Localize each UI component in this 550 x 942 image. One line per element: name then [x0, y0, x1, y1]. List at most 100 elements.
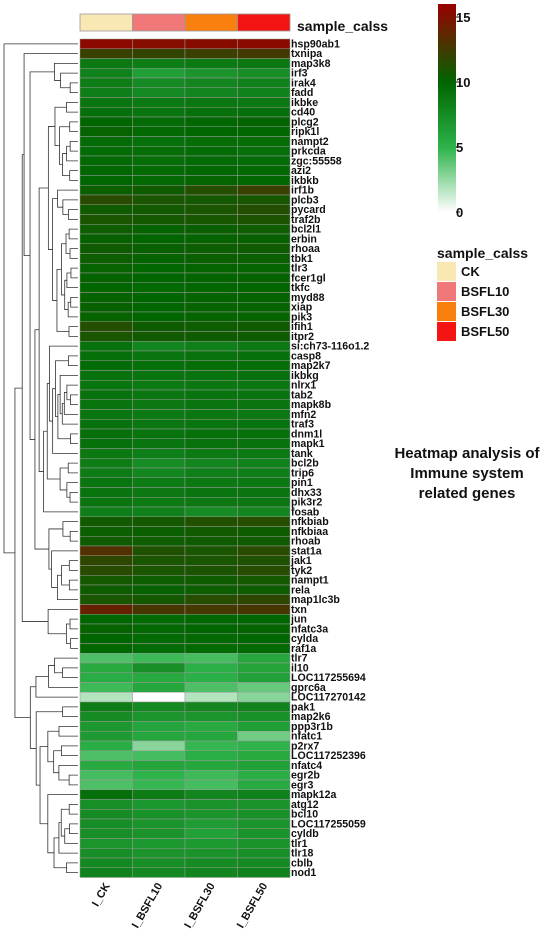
gene-label: mapk12a	[291, 789, 336, 801]
heatmap-cell	[132, 428, 186, 439]
heatmap-cell	[79, 614, 133, 625]
heatmap-cell	[132, 126, 186, 137]
heatmap-cell	[132, 116, 186, 127]
heatmap-cell	[79, 438, 133, 449]
heatmap-cell	[132, 282, 186, 293]
heatmap-cell	[237, 838, 291, 849]
heatmap-cell	[79, 682, 133, 693]
heatmap-cell	[237, 516, 291, 527]
heatmap-cell	[132, 185, 186, 196]
heatmap-cell	[79, 282, 133, 293]
gene-label: trip6	[291, 467, 314, 479]
heatmap-cell	[132, 302, 186, 313]
gene-label: traf3	[291, 419, 314, 431]
dendrogram-branch	[47, 608, 78, 635]
heatmap-cell	[79, 828, 133, 839]
gene-label: xiap	[291, 302, 313, 314]
heatmap-cell	[79, 750, 133, 761]
gene-label: LOC117270142	[291, 692, 366, 704]
gene-label: tank	[291, 448, 313, 460]
dendrogram-branch	[69, 170, 78, 181]
gene-label: txn	[291, 604, 307, 616]
dendrogram-branch	[54, 106, 67, 147]
gene-label: plcg2	[291, 116, 319, 128]
gene-label: ifih1	[291, 321, 313, 333]
gene-label: nampt2	[291, 136, 329, 148]
heatmap-cell	[184, 848, 238, 859]
dendrogram-branch	[66, 101, 78, 113]
heatmap-cell	[184, 302, 238, 313]
gene-label: plcb3	[291, 194, 319, 206]
dendrogram-branch	[35, 676, 78, 698]
heatmap-cell	[184, 380, 238, 391]
heatmap-cell	[184, 58, 238, 69]
heatmap-cell	[237, 146, 291, 157]
heatmap-cell	[237, 399, 291, 410]
heatmap-cell	[79, 809, 133, 820]
heatmap-cell	[132, 838, 186, 849]
gene-label: nampt1	[291, 575, 329, 587]
heatmap-cell	[237, 233, 291, 244]
gene-label: pycard	[291, 204, 326, 216]
heatmap-cell	[79, 575, 133, 586]
heatmap-cell	[132, 48, 186, 59]
heatmap-cell	[237, 477, 291, 488]
dendrogram-branch	[60, 808, 70, 837]
heatmap-cell	[79, 389, 133, 400]
dendrogram-branch	[69, 491, 78, 503]
heatmap-cell	[132, 565, 186, 576]
heatmap-cell	[237, 857, 291, 868]
heatmap-cell	[184, 409, 238, 420]
heatmap-cell	[237, 38, 291, 49]
heatmap-cell	[79, 555, 133, 566]
sample-legend: CK BSFL10 BSFL30 BSFL50	[437, 262, 509, 341]
heatmap-cell	[237, 350, 291, 361]
gene-label: cylda	[291, 633, 318, 645]
heatmap-cell	[79, 214, 133, 225]
legend-swatch	[437, 282, 456, 301]
heatmap-cell	[79, 87, 133, 98]
heatmap-cell	[79, 165, 133, 176]
heatmap-cell	[79, 58, 133, 69]
heatmap-cell	[237, 224, 291, 235]
gene-label: LOC117252396	[291, 750, 366, 762]
heatmap-cell	[184, 779, 238, 790]
dendrogram-branch	[68, 560, 78, 571]
heatmap-cell	[132, 399, 186, 410]
dendrogram-branch	[66, 145, 78, 162]
heatmap-cell	[184, 448, 238, 459]
heatmap-cell	[184, 87, 238, 98]
heatmap-cell	[184, 575, 238, 586]
dendrogram-branch	[52, 198, 58, 301]
heatmap-cell	[184, 565, 238, 576]
gene-label: bcl2l1	[291, 224, 321, 236]
heatmap-cell	[184, 194, 238, 205]
heatmap-cell	[79, 136, 133, 147]
heatmap-cell	[237, 116, 291, 127]
dendrogram-branch	[55, 360, 69, 418]
heatmap-cell	[79, 458, 133, 469]
heatmap-cell	[79, 194, 133, 205]
heatmap-cell	[184, 107, 238, 118]
heatmap-cell	[79, 380, 133, 391]
heatmap-cell	[237, 643, 291, 654]
sample-annotation-bar	[79, 13, 291, 32]
heatmap-cell	[237, 321, 291, 332]
annotation-line-2: Immune system	[410, 465, 524, 482]
heatmap-cell	[237, 506, 291, 517]
heatmap-cell	[132, 604, 186, 615]
dendrogram-branch	[68, 228, 78, 240]
legend-title: sample_calss	[437, 245, 528, 261]
heatmap-cell	[184, 594, 238, 605]
heatmap-cell	[132, 263, 186, 274]
heatmap-cell	[237, 565, 291, 576]
dendrogram-branch	[70, 638, 78, 649]
heatmap-cell	[79, 789, 133, 800]
legend-label: BSFL10	[461, 284, 509, 299]
dendrogram-branch	[69, 530, 78, 542]
heatmap-cell	[132, 97, 186, 108]
heatmap-cell	[237, 389, 291, 400]
heatmap-cell	[132, 321, 186, 332]
heatmap-cell	[132, 458, 186, 469]
heatmap-cell	[79, 321, 133, 332]
